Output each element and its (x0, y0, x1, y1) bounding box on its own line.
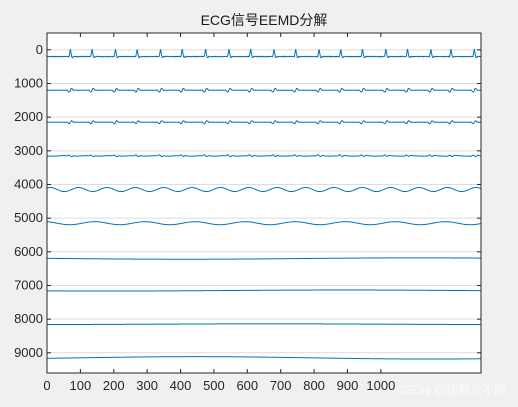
x-tick-label: 500 (203, 378, 225, 393)
x-tick-label: 900 (337, 378, 359, 393)
plot-frame (46, 32, 482, 374)
x-tick-label: 600 (236, 378, 258, 393)
y-tick-label: 3000 (14, 143, 43, 158)
imf-trace-7 (46, 257, 481, 260)
tick-layer: 0 1000 2000 3000 4000 5000 6000 7000 8000 9000 0 10… (14, 33, 481, 393)
watermark-text: CSDN @猿到长不胖 (396, 382, 506, 397)
y-tick-label: 5000 (14, 210, 43, 225)
imf-trace-10 (46, 356, 481, 360)
y-tick-label: 4000 (14, 176, 43, 191)
chart-title: ECG信号EEMD分解 (201, 12, 328, 28)
imf-trace-1 (46, 48, 482, 59)
x-tick-label: 0 (43, 378, 50, 393)
y-tick-label: 6000 (14, 244, 43, 259)
x-tick-label: 200 (103, 378, 125, 393)
x-tick-label: 300 (136, 378, 158, 393)
imf-trace-9 (47, 323, 481, 326)
imf-trace-2 (46, 87, 482, 93)
x-tick-label: 400 (170, 378, 192, 393)
imf-trace-4 (46, 154, 481, 158)
y-tick-label: 1000 (14, 75, 43, 90)
y-tick-label: 0 (36, 42, 43, 57)
x-tick-label: 700 (270, 378, 292, 393)
y-tick-label: 7000 (14, 277, 43, 292)
x-tick-label: 1000 (366, 378, 395, 393)
y-tick-label: 8000 (14, 311, 43, 326)
imf-trace-5 (46, 187, 481, 193)
x-tick-label: 800 (303, 378, 325, 393)
y-tick-label: 9000 (14, 345, 43, 360)
plot-area (46, 32, 482, 374)
y-tick-label: 2000 (14, 109, 43, 124)
x-tick-label: 100 (70, 378, 92, 393)
grid-layer (47, 49, 481, 354)
trace-layer (46, 48, 482, 360)
imf-trace-8 (47, 289, 481, 292)
imf-trace-6 (46, 221, 481, 226)
imf-trace-3 (46, 120, 482, 125)
